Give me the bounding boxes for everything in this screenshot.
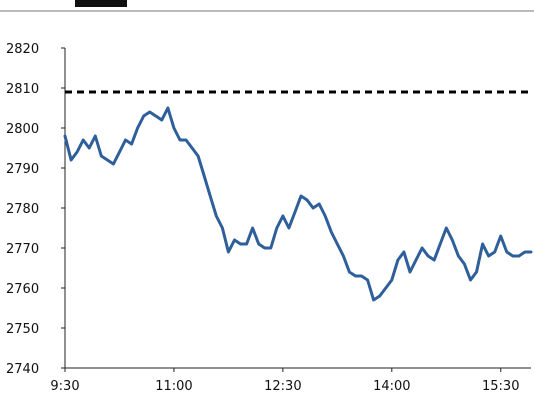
series-line xyxy=(63,106,533,302)
y-axis-ticks: 2740 2750 2760 2770 2780 2790 2800 2810 2820 xyxy=(6,42,65,377)
y-tick-label: 2820 xyxy=(6,42,39,57)
y-tick-label: 2790 xyxy=(6,162,39,177)
y-tick-label: 2800 xyxy=(6,122,39,137)
x-tick-label: 11:00 xyxy=(155,379,192,394)
x-tick-label: 12:30 xyxy=(264,379,301,394)
y-tick-label: 2810 xyxy=(6,82,39,97)
x-tick-label: 15:30 xyxy=(482,379,519,394)
x-tick-label: 9:30 xyxy=(50,379,79,394)
y-tick-label: 2750 xyxy=(6,322,39,337)
y-tick-label: 2770 xyxy=(6,242,39,257)
y-tick-label: 2740 xyxy=(6,362,39,377)
y-tick-label: 2760 xyxy=(6,282,39,297)
y-tick-label: 2780 xyxy=(6,202,39,217)
x-axis-ticks: 9:30 11:00 12:30 14:00 15:30 xyxy=(50,368,519,394)
x-tick-label: 14:00 xyxy=(373,379,410,394)
header-glyph-mark xyxy=(75,0,127,7)
